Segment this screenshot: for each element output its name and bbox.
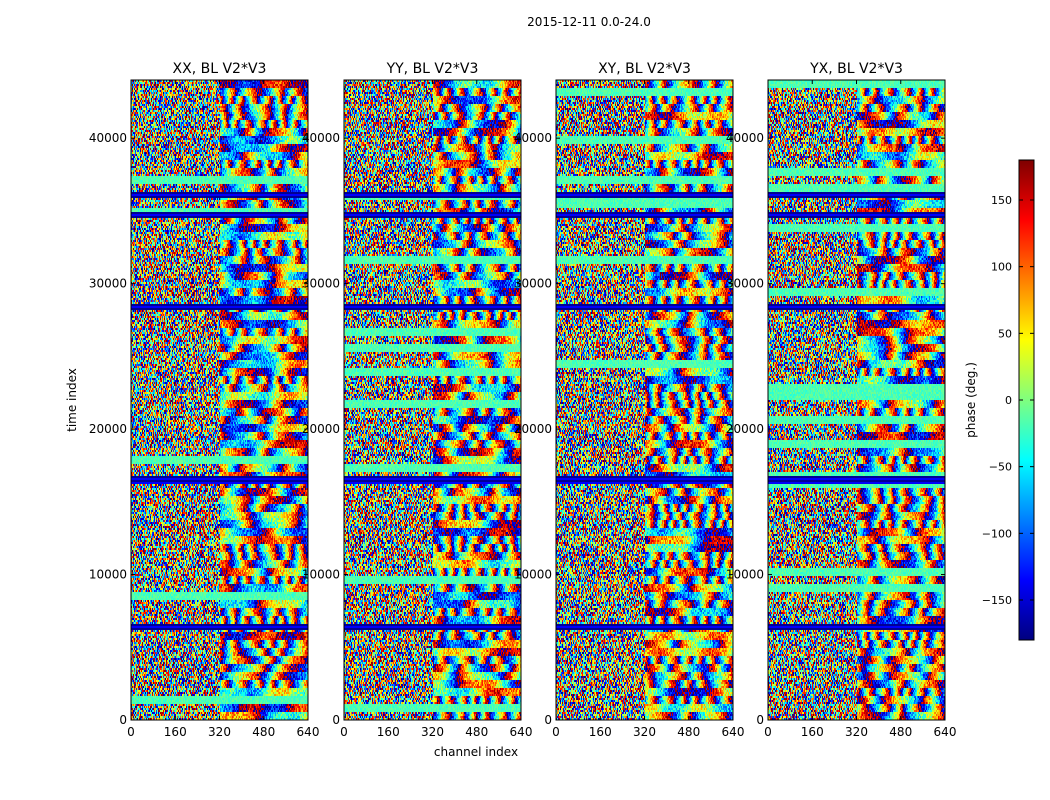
y-tick-label: 0 [756,713,764,727]
y-tick-label: 40000 [89,131,127,145]
panel-title: XY, BL V2*V3 [598,61,691,77]
x-tick-label: 0 [764,725,772,739]
x-tick-label: 640 [934,725,957,739]
panel-1: YY, BL V2*V3 0 160 320 480 640 0 10000 20000 3000… [302,61,533,739]
x-tick-label: 640 [297,725,320,739]
panel-heatmap [344,80,521,720]
colorbar-tick-label: −100 [982,527,1012,540]
panel-0: XX, BL V2*V3 0 160 320 480 640 0 10000 20000 3000… [89,61,320,739]
y-tick-label: 40000 [726,131,764,145]
y-tick-label: 10000 [514,568,552,582]
y-tick-label: 10000 [302,568,340,582]
x-tick-label: 480 [889,725,912,739]
x-tick-label: 320 [633,725,656,739]
x-tick-label: 160 [377,725,400,739]
x-tick-label: 160 [801,725,824,739]
y-tick-label: 20000 [302,422,340,436]
y-tick-label: 20000 [514,422,552,436]
x-tick-label: 320 [845,725,868,739]
x-tick-label: 0 [552,725,560,739]
y-tick-label: 0 [544,713,552,727]
x-tick-label: 480 [252,725,275,739]
colorbar-tick-label: −50 [989,461,1012,474]
colorbar-ticks: −150 −100 −50 0 50 100 150 [982,194,1034,607]
y-tick-label: 10000 [89,568,127,582]
panel-heatmap [768,80,945,720]
colorbar: −150 −100 −50 0 50 100 150 phase (deg.) [964,159,1035,641]
x-tick-label: 640 [510,725,533,739]
y-tick-label: 30000 [302,277,340,291]
panel-heatmap [556,80,733,720]
x-tick-label: 160 [589,725,612,739]
colorbar-tick-label: 150 [991,194,1012,207]
y-axis-label: time index [65,368,79,432]
x-tick-label: 480 [677,725,700,739]
panel-3: YX, BL V2*V3 0 160 320 480 640 0 10000 20000 3000… [726,61,957,739]
panel-heatmap [131,80,308,720]
panel-title: XX, BL V2*V3 [173,61,267,77]
colorbar-label: phase (deg.) [964,362,978,438]
panel-title: YX, BL V2*V3 [809,61,903,77]
y-tick-label: 30000 [89,277,127,291]
x-tick-label: 0 [340,725,348,739]
colorbar-tick-label: −150 [982,594,1012,607]
x-tick-label: 0 [127,725,135,739]
x-axis-label: channel index [434,745,518,759]
y-tick-label: 40000 [302,131,340,145]
x-tick-label: 320 [208,725,231,739]
panels: XX, BL V2*V3 0 160 320 480 640 0 10000 20000 3000… [89,61,957,739]
colorbar-tick-label: 50 [998,327,1012,340]
colorbar-tick-label: 100 [991,261,1012,274]
y-tick-label: 0 [119,713,127,727]
x-tick-label: 480 [465,725,488,739]
y-tick-label: 10000 [726,568,764,582]
y-tick-label: 40000 [514,131,552,145]
x-tick-label: 320 [421,725,444,739]
y-tick-label: 30000 [514,277,552,291]
panel-2: XY, BL V2*V3 0 160 320 480 640 0 10000 20000 3000… [514,61,745,739]
figure-title: 2015-12-11 0.0-24.0 [527,15,651,29]
panel-title: YY, BL V2*V3 [386,61,479,77]
y-tick-label: 20000 [89,422,127,436]
y-tick-label: 30000 [726,277,764,291]
x-tick-label: 160 [164,725,187,739]
y-tick-label: 0 [332,713,340,727]
colorbar-tick-label: 0 [1005,394,1012,407]
x-tick-label: 640 [722,725,745,739]
y-tick-label: 20000 [726,422,764,436]
